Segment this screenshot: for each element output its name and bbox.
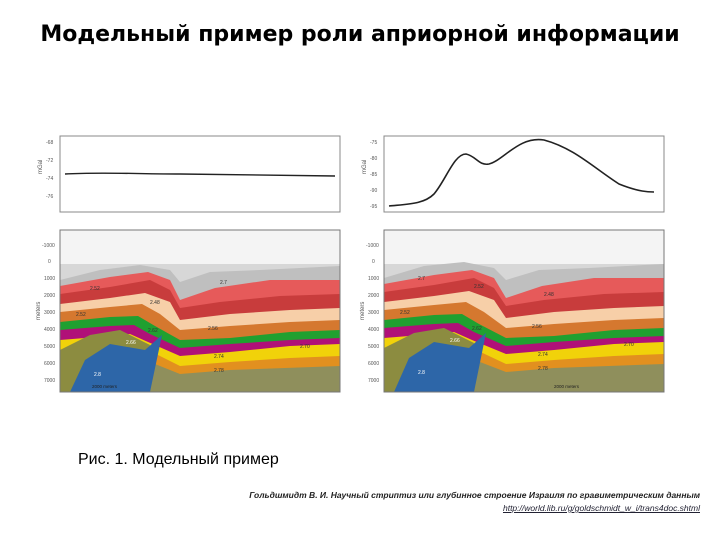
left-scale-label: 2000 meters [92, 384, 118, 389]
left-depth-tick: -1000 [42, 243, 55, 249]
right-depth-tick: 6000 [368, 361, 379, 367]
left-layer-label: 2.62 [148, 328, 158, 334]
figure-caption: Рис. 1. Модельный пример [78, 451, 279, 468]
left-layer-label: 2.56 [208, 326, 218, 332]
right-gravity-tick: -85 [370, 172, 377, 178]
left-depth-tick: 3000 [44, 310, 55, 316]
left-layer-label: 2.78 [214, 368, 224, 374]
right-depth-tick: 3000 [368, 310, 379, 316]
left-depth-tick: 6000 [44, 361, 55, 367]
slide-title: Модельный пример роли априорной информац… [40, 22, 680, 47]
left-depth-tick: 7000 [44, 378, 55, 384]
left-gravity-axis-label: mGal [38, 160, 44, 174]
left-layer-label: 2.48 [150, 300, 160, 306]
right-depth-tick: -1000 [366, 243, 379, 249]
left-gravity-tick: -68 [46, 140, 53, 146]
right-depth-tick: 5000 [368, 344, 379, 350]
right-geologic-section [383, 229, 665, 393]
left-depth-tick: 5000 [44, 344, 55, 350]
right-model-figure: mGal -75 -80 -85 -90 -95 meters -1000 0 … [360, 135, 665, 393]
left-layer-label: 2.66 [126, 340, 136, 346]
right-layer-label: 2.52 [474, 284, 484, 290]
left-gravity-tick: -76 [46, 194, 53, 200]
left-gravity-tick: -72 [46, 158, 53, 164]
right-layer-label: 2.56 [532, 324, 542, 330]
right-depth-tick: 7000 [368, 378, 379, 384]
right-layer-label: 2.7 [418, 276, 425, 282]
left-layer-label: 2.7 [220, 280, 227, 286]
right-layer-label: 2.52 [400, 310, 410, 316]
right-gravity-tick: -75 [370, 140, 377, 146]
right-depth-tick: 2000 [368, 293, 379, 299]
right-gravity-frame [383, 135, 665, 213]
right-layer-label: 2.48 [544, 292, 554, 298]
left-gravity-tick: -74 [46, 176, 53, 182]
left-gravity-curve [64, 172, 336, 177]
left-geologic-section [59, 229, 341, 393]
reference-link[interactable]: http://world.lib.ru/g/goldschmidt_w_i/tr… [502, 503, 700, 513]
left-layer-label: 2.52 [76, 312, 86, 318]
right-layer-label: 2.78 [538, 366, 548, 372]
right-gravity-curve [388, 138, 655, 207]
left-layer-label: 2.70 [300, 344, 310, 350]
left-model-figure: mGal -68 -72 -74 -76 meters -1000 0 1000… [36, 135, 341, 393]
right-layer-label: 2.8 [418, 370, 425, 376]
right-layer-label: 2.74 [538, 352, 548, 358]
right-layer-label: 2.62 [472, 326, 482, 332]
left-depth-tick: 4000 [44, 327, 55, 333]
right-layer-label: 2.70 [624, 342, 634, 348]
right-depth-axis-label: meters [360, 302, 366, 320]
left-depth-tick: 0 [48, 259, 51, 265]
right-depth-tick: 0 [372, 259, 375, 265]
right-gravity-axis-label: mGal [362, 160, 368, 174]
left-depth-axis-label: meters [36, 302, 42, 320]
right-gravity-tick: -90 [370, 188, 377, 194]
right-layer-label: 2.66 [450, 338, 460, 344]
left-layer-label: 2.8 [94, 372, 101, 378]
right-depth-tick: 4000 [368, 327, 379, 333]
left-layer-label: 2.52 [90, 286, 100, 292]
right-gravity-tick: -95 [370, 204, 377, 210]
right-scale-label: 2000 meters [554, 384, 580, 389]
reference-citation: Гольдшмидт В. И. Научный стриптиз или гл… [249, 490, 700, 500]
left-depth-tick: 1000 [44, 276, 55, 282]
left-depth-tick: 2000 [44, 293, 55, 299]
left-layer-label: 2.74 [214, 354, 224, 360]
right-depth-tick: 1000 [368, 276, 379, 282]
right-gravity-tick: -80 [370, 156, 377, 162]
